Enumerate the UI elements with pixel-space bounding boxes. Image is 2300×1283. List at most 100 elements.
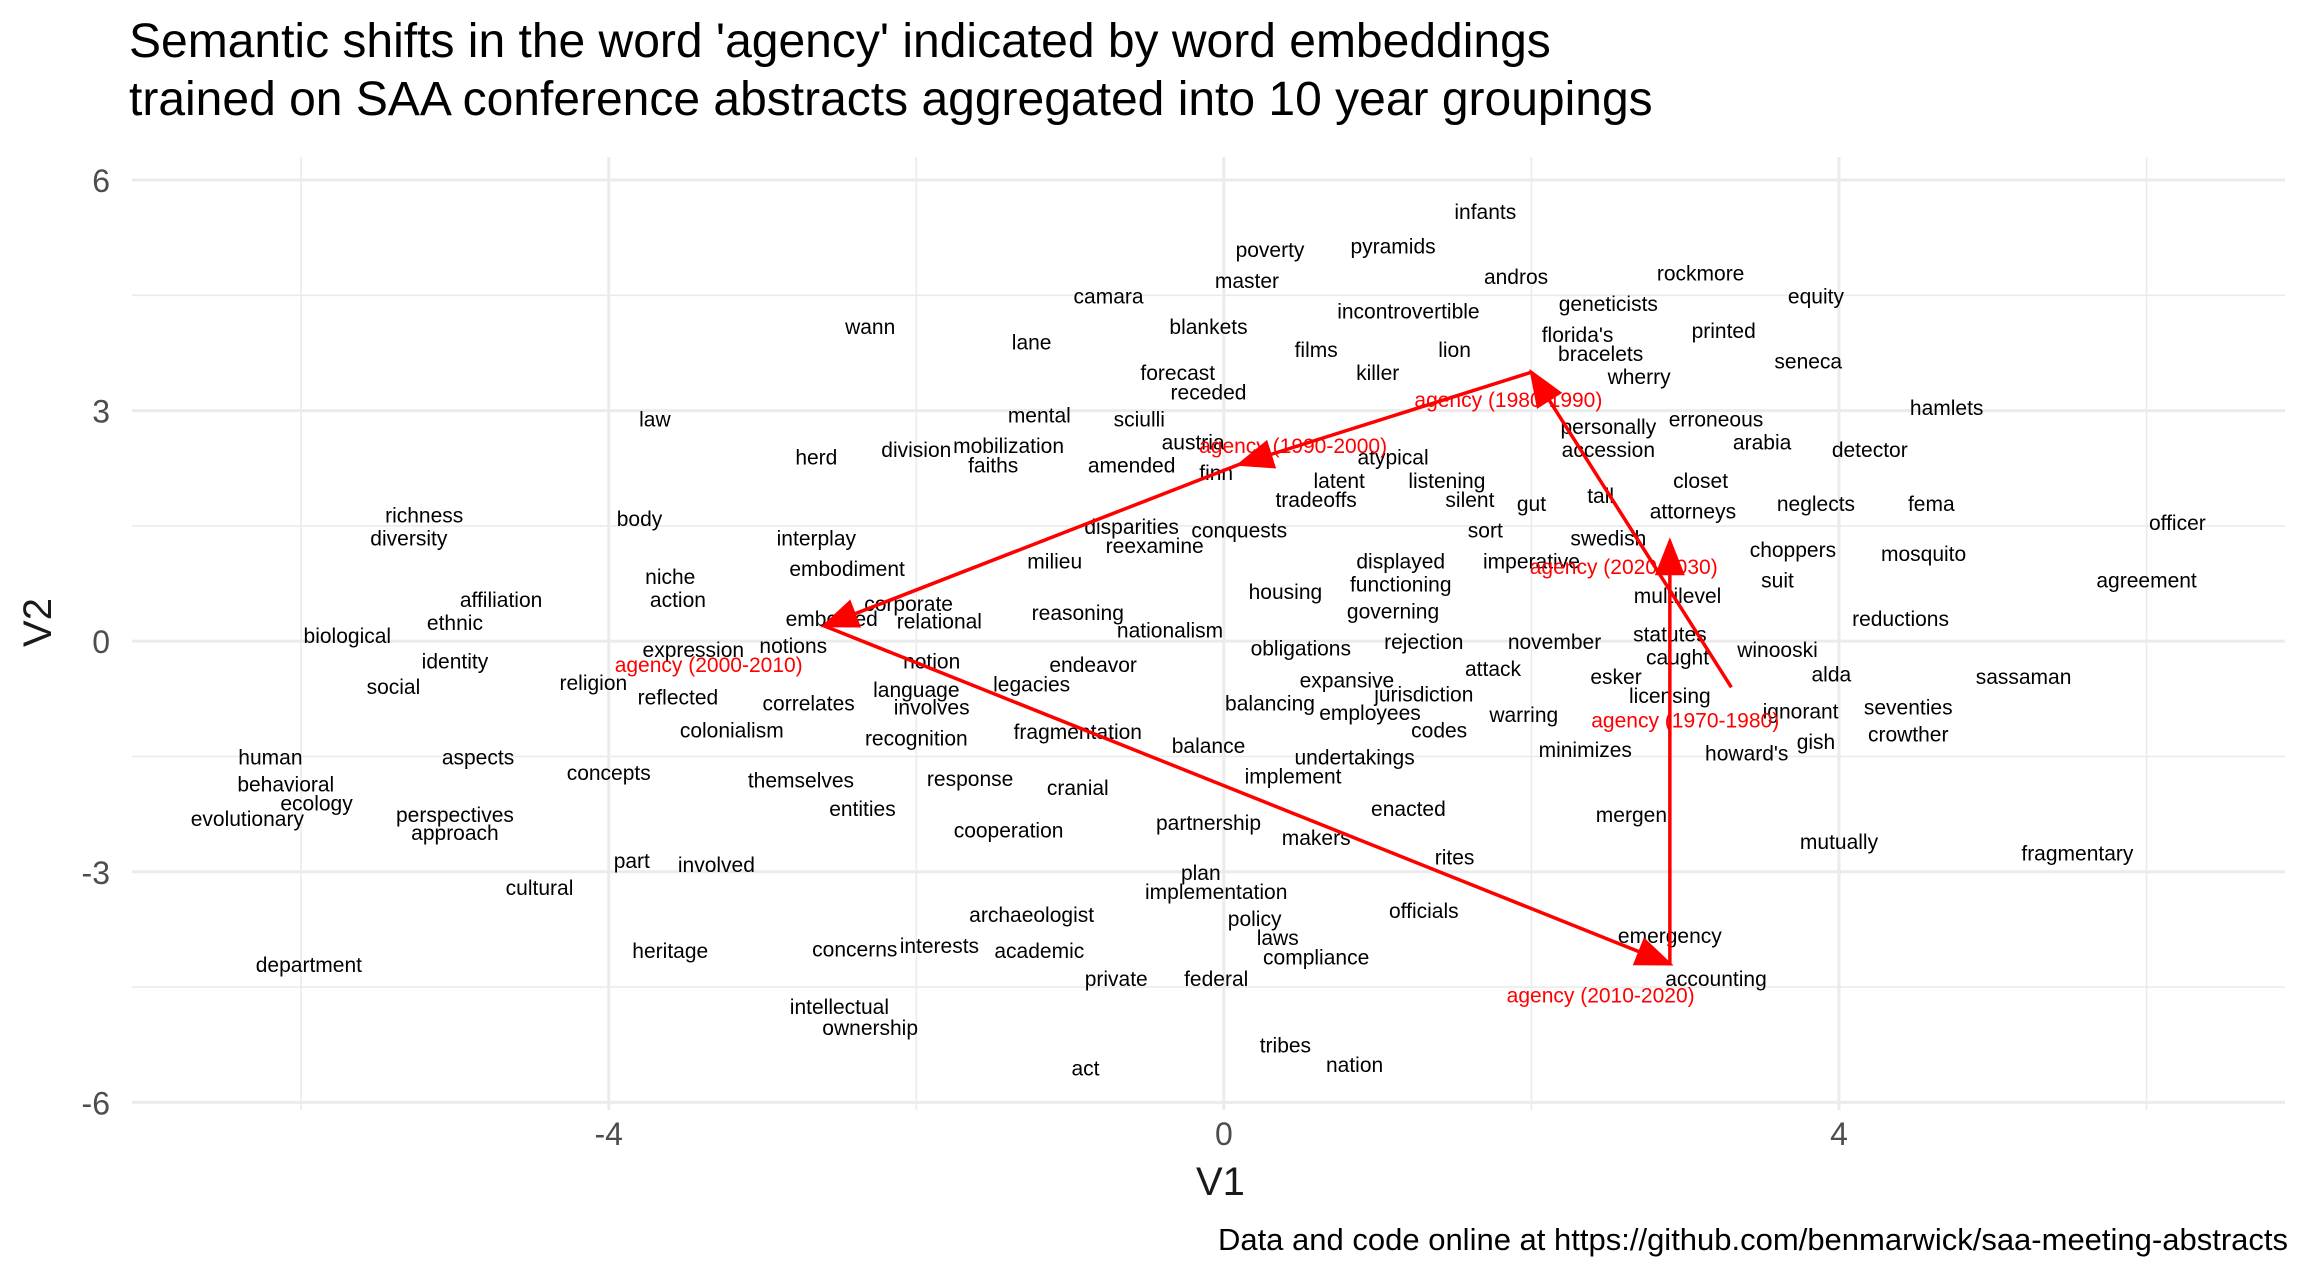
word-label: warring [1488,704,1558,727]
agency-arrow [1529,368,1733,689]
word-label: employees [1319,702,1421,725]
y-tick-label: -3 [82,855,110,891]
agency-labels: agency (1970-1980) agency (1980-1990) agen… [615,389,1780,1008]
word-label: attorneys [1650,501,1736,524]
word-label: department [256,954,362,977]
word-label: wherry [1607,366,1672,389]
word-label: expression [643,639,745,662]
word-label: identity [422,650,489,673]
agency-arrow [820,462,1240,628]
word-label: corporate [864,593,953,616]
word-label: act [1071,1058,1099,1081]
word-label: ignorant [1763,700,1839,723]
word-label: incontrovertible [1337,301,1479,324]
word-label: rejection [1384,631,1463,654]
word-label: films [1295,339,1338,362]
word-label: fragmentation [1014,721,1142,744]
y-tick-label: 6 [92,163,110,199]
word-label: alda [1811,663,1851,686]
word-label: endeavor [1049,654,1137,677]
word-label: lane [1012,331,1052,354]
word-label: imperative [1483,550,1580,573]
word-label: silent [1445,489,1494,512]
word-label: wann [844,316,895,339]
word-label: hamlets [1910,397,1984,420]
chart-caption: Data and code online at https://github.c… [1217,1222,2288,1257]
word-label: conquests [1191,520,1287,543]
word-label: tradeoffs [1275,489,1356,512]
word-label: governing [1347,600,1439,623]
word-label: action [650,589,706,612]
word-label: closet [1673,470,1728,493]
chart-title-line-2: trained on SAA conference abstracts aggr… [129,73,1653,126]
word-label: poverty [1236,239,1305,262]
word-label: herd [795,447,837,470]
word-label: erroneous [1669,408,1764,431]
word-label: november [1508,631,1601,654]
word-label: bracelets [1558,343,1643,366]
word-label: richness [385,504,463,527]
agency-label: agency (1990-2000) [1199,435,1387,458]
word-label: law [639,408,671,431]
word-label: latent [1314,470,1366,493]
word-label: mergen [1596,804,1667,827]
word-label: forecast [1140,362,1215,385]
word-label: gish [1797,731,1836,754]
word-label: private [1085,968,1148,991]
word-label: federal [1184,968,1248,991]
word-label: seneca [1774,351,1842,374]
word-label: concepts [567,762,651,785]
word-label: ownership [822,1017,918,1040]
word-label: codes [1411,720,1467,743]
word-label: minimizes [1539,739,1632,762]
word-label: involved [678,854,755,877]
word-label: cultural [506,877,574,900]
word-label: legacies [993,673,1070,696]
word-label: blankets [1169,316,1247,339]
word-label: notion [903,650,960,673]
x-tick-label: 0 [1215,1116,1233,1152]
word-label: personally [1560,416,1656,439]
word-label: ethnic [427,612,483,635]
word-label: affiliation [460,589,543,612]
word-label: enacted [1371,798,1446,821]
word-label: entities [829,798,896,821]
word-label: accounting [1665,968,1767,991]
word-label: esker [1590,666,1641,689]
word-labels: infants poverty pyramids rockmore andros mast… [191,201,2206,1081]
y-tick-label: 0 [92,624,110,660]
word-label: balancing [1225,693,1315,716]
word-label: jurisdiction [1373,683,1473,706]
word-label: arabia [1733,431,1792,454]
word-label: austria [1162,431,1225,454]
word-label: evolutionary [191,808,305,831]
agency-label: agency (1970-1980) [1591,710,1779,733]
word-label: human [238,746,302,769]
word-label: howard's [1705,743,1788,766]
agency-arrow [1235,370,1532,469]
word-label: archaeologist [969,904,1094,927]
word-label: rites [1435,846,1475,869]
word-label: multilevel [1634,585,1722,608]
word-label: approach [411,822,499,845]
word-label: listening [1408,470,1485,493]
word-label: heritage [632,940,708,963]
word-label: officials [1389,900,1459,923]
word-label: embodiment [789,558,905,581]
y-tick-label: -6 [82,1085,110,1121]
word-label: reasoning [1032,602,1124,625]
word-label: mosquito [1881,543,1966,566]
word-label: intellectual [790,996,889,1019]
word-label: swedish [1570,527,1646,550]
word-label: perspectives [396,804,514,827]
word-label: choppers [1750,539,1836,562]
word-label: suit [1761,570,1794,593]
word-label: sciulli [1114,408,1165,431]
agency-arrows [820,368,1733,966]
word-label: involves [894,697,970,720]
word-label: fragmentary [2021,843,2134,866]
word-label: gut [1517,493,1546,516]
word-label: infants [1454,201,1516,224]
word-label: laws [1257,927,1299,950]
